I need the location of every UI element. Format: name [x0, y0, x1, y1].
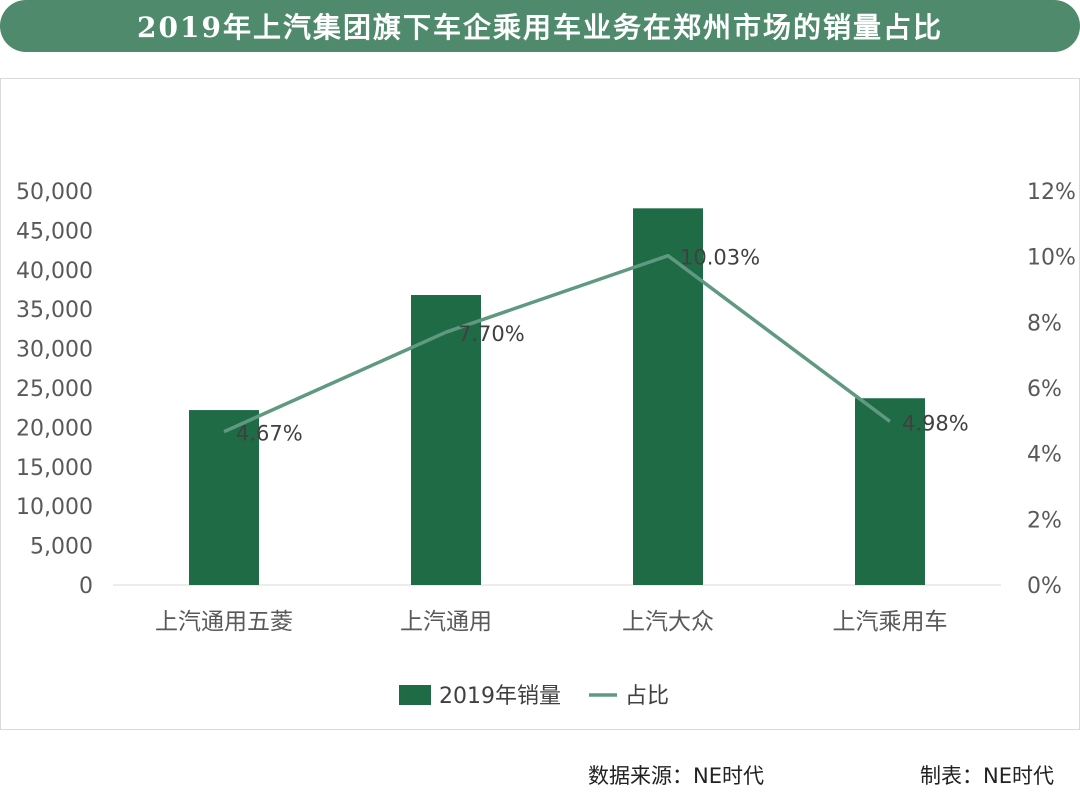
data-label: 10.03%: [680, 246, 760, 270]
bar: [189, 410, 259, 585]
x-tick-label: 上汽通用五菱: [155, 609, 293, 635]
x-tick-label: 上汽乘用车: [833, 609, 948, 635]
x-tick-label: 上汽通用: [400, 609, 492, 635]
combo-chart: 0 5,000 10,000 15,000 20,000 25,000 30,000 35,0…: [16, 180, 1076, 709]
y-right-tick-label: 8%: [1027, 311, 1062, 336]
y-left-tick-label: 5,000: [30, 535, 93, 560]
y-left-tick-label: 20,000: [16, 416, 93, 441]
y-left-tick-label: 40,000: [16, 259, 93, 284]
x-tick-label: 上汽大众: [622, 609, 714, 635]
legend-line-label: 占比: [625, 684, 669, 709]
y-left-tick-label: 0: [79, 574, 93, 599]
title-bar: 2019年上汽集团旗下车企乘用车业务在郑州市场的销量占比: [0, 0, 1080, 52]
y-left-tick-label: 10,000: [16, 495, 93, 520]
legend-bar-label: 2019年销量: [439, 684, 561, 709]
y-left-tick-label: 15,000: [16, 456, 93, 481]
y-left-tick-label: 30,000: [16, 338, 93, 363]
legend-bar-swatch: [399, 685, 431, 705]
data-label: 4.67%: [236, 422, 303, 446]
y-left-tick-label: 45,000: [16, 219, 93, 244]
y-right-tick-label: 6%: [1027, 377, 1062, 402]
share-line: [223, 253, 892, 434]
y-left-tick-label: 25,000: [16, 377, 93, 402]
y-left-tick-label: 50,000: [16, 180, 93, 205]
y-right-tick-label: 12%: [1027, 180, 1076, 205]
y-right-tick-label: 2%: [1027, 508, 1062, 533]
data-label: 4.98%: [902, 411, 969, 435]
chart-title: 2019年上汽集团旗下车企乘用车业务在郑州市场的销量占比: [137, 11, 943, 44]
data-label: 7.70%: [458, 322, 525, 346]
y-left-tick-label: 35,000: [16, 298, 93, 323]
chart-frame: 0 5,000 10,000 15,000 20,000 25,000 30,000 35,0…: [0, 78, 1080, 730]
y-right-tick-label: 4%: [1027, 443, 1062, 468]
bar: [855, 398, 925, 585]
data-source-note: 数据来源：NE时代: [588, 764, 764, 788]
y-right-tick-label: 0%: [1027, 574, 1062, 599]
y-right-tick-label: 10%: [1027, 246, 1076, 271]
table-maker-note: 制表：NE时代: [920, 764, 1054, 788]
